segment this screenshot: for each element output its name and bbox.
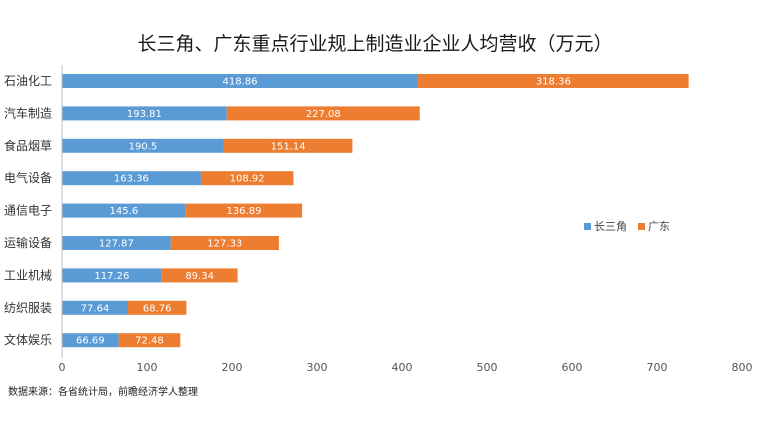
bar-value-label: 193.81 [127,109,162,120]
legend-label: 长三角 [594,220,627,233]
x-tick-label: 0 [59,361,66,374]
bar-yangtze [62,268,162,283]
bar-value-label: 318.36 [536,77,571,88]
bar-guangdong [223,138,353,153]
x-axis: 0 100 200 300 400 500 600 700 800 [59,65,753,374]
bar-value-label: 68.76 [143,303,172,314]
bar-value-label: 77.64 [81,303,110,314]
bar-guangdong [127,300,187,315]
legend-swatch [638,223,645,230]
x-tick-label: 200 [222,361,243,374]
x-tick-label: 100 [137,361,158,374]
bar-value-label: 163.36 [114,174,149,185]
category-label: 文体娱乐 [4,332,52,347]
bar-value-label: 66.69 [76,336,105,347]
bar-guangdong [200,171,294,186]
bar-value-label: 127.33 [207,239,242,250]
chart-title: 长三角、广东重点行业规上制造业企业人均营收（万元） [137,33,612,55]
x-tick-label: 300 [307,361,328,374]
bar-value-label: 190.5 [129,141,158,152]
bar-guangdong [185,203,303,218]
bar-value-label: 89.34 [185,271,214,282]
category-label: 汽车制造 [4,105,52,120]
bar-yangtze [62,74,419,88]
bar-yangtze [62,236,171,250]
x-tick-label: 500 [477,361,498,374]
category-label: 纺织服装 [4,301,52,315]
category-label: 石油化工 [4,74,52,88]
legend: 长三角 广东 [584,220,670,233]
bar-value-label: 127.87 [99,239,134,250]
bar-value-label: 418.86 [223,77,258,88]
x-tick-label: 400 [392,361,413,374]
bar-value-label: 72.48 [135,336,164,347]
category-label: 工业机械 [4,267,52,282]
bar-guangdong [118,333,181,348]
bar-yangtze [62,171,201,186]
legend-label: 广东 [648,220,670,233]
bar-value-label: 145.6 [110,206,139,217]
bar-guangdong [170,236,279,250]
bar-value-label: 151.14 [271,141,306,152]
x-tick-label: 800 [732,361,753,374]
category-label: 运输设备 [4,235,52,250]
category-label: 电气设备 [4,170,52,185]
bar-yangtze [62,106,227,121]
x-tick-label: 700 [647,361,668,374]
bar-yangtze [62,138,224,153]
bar-value-label: 108.92 [230,174,265,185]
bar-guangdong [418,74,689,88]
x-tick-label: 600 [562,361,583,374]
bar-yangtze [62,300,128,315]
bar-guangdong [226,106,420,121]
bar-value-label: 227.08 [306,109,341,120]
bars-group: 418.86 318.36 193.81 227.08 190.5 151.14 163.3… [62,74,689,348]
source-note: 数据来源：各省统计局，前瞻经济学人整理 [8,387,198,398]
category-label: 食品烟草 [4,138,52,153]
bar-yangtze [62,333,119,348]
bar-guangdong [161,268,238,283]
legend-swatch [584,223,591,230]
bar-value-label: 117.26 [94,271,129,282]
bar-value-label: 136.89 [226,206,261,217]
bar-yangtze [62,203,186,218]
category-label: 通信电子 [4,204,52,218]
